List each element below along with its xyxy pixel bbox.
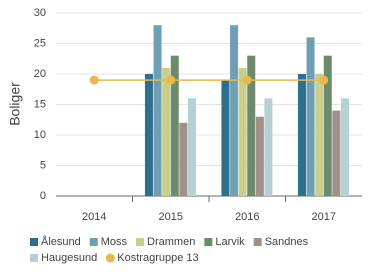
- legend-label: Drammen: [147, 236, 195, 248]
- legend-label: Larvik: [215, 236, 245, 248]
- x-tick-label: 2015: [159, 211, 183, 223]
- legend-item: Sandnes: [253, 236, 309, 248]
- line-point: [89, 75, 99, 85]
- y-tick-label: 10: [34, 129, 46, 141]
- legend-swatch: [105, 253, 115, 263]
- legend-item: Moss: [89, 236, 128, 248]
- bar: [170, 55, 179, 197]
- bar: [247, 55, 256, 197]
- bar: [340, 98, 349, 196]
- legend-label: Haugesund: [41, 252, 97, 264]
- line-point: [166, 75, 176, 85]
- legend-item: Haugesund: [30, 252, 97, 264]
- y-tick-label: 5: [40, 159, 46, 171]
- legend-swatch: [136, 238, 145, 246]
- legend-item: Larvik: [204, 236, 245, 248]
- bar: [255, 116, 264, 196]
- legend-label: Kostragruppe 13: [117, 252, 198, 264]
- y-tick-label: 25: [34, 37, 46, 49]
- legend-label: Ålesund: [41, 235, 81, 248]
- legend-swatch: [30, 238, 38, 246]
- y-tick-label: 20: [34, 68, 46, 80]
- y-tick-label: 30: [34, 7, 46, 19]
- bar: [221, 80, 230, 196]
- bar: [306, 37, 315, 197]
- bar: [162, 67, 171, 197]
- legend-label: Moss: [101, 236, 128, 248]
- x-tick-label: 2014: [82, 211, 106, 223]
- x-tick-label: 2017: [312, 211, 336, 223]
- bar: [187, 98, 196, 196]
- legend-swatch: [89, 238, 98, 246]
- bar: [238, 67, 247, 197]
- line-point: [319, 75, 329, 85]
- bar: [315, 74, 324, 196]
- bar: [264, 98, 273, 196]
- x-tick-label: 2016: [235, 211, 259, 223]
- legend-swatch: [253, 238, 262, 246]
- bar: [179, 122, 188, 196]
- legend-label: Sandnes: [265, 236, 309, 248]
- bar: [153, 25, 162, 197]
- line-point: [242, 75, 252, 85]
- legend-swatch: [30, 254, 38, 262]
- bar: [332, 110, 341, 196]
- legend-swatch: [204, 238, 213, 246]
- y-tick-label: 15: [34, 98, 46, 110]
- legend-item: Kostragruppe 13: [105, 252, 199, 264]
- bar: [323, 55, 332, 197]
- legend-item: Ålesund: [30, 235, 81, 248]
- legend-item: Drammen: [136, 236, 195, 248]
- bar: [230, 25, 239, 197]
- y-tick-label: 0: [40, 190, 46, 202]
- bar: [144, 74, 153, 196]
- bar: [297, 74, 306, 196]
- y-axis-label: Boliger: [7, 82, 23, 126]
